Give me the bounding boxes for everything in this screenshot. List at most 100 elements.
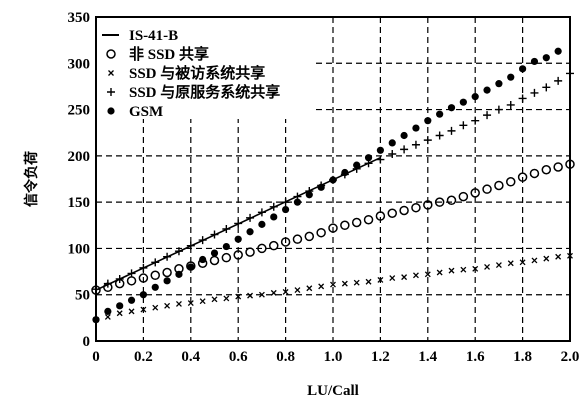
data-point	[175, 270, 183, 278]
x-tick-label: 0.6	[229, 349, 248, 365]
data-point	[412, 124, 420, 132]
data-point	[434, 197, 445, 207]
data-point	[388, 150, 397, 159]
data-point	[388, 139, 396, 147]
data-point	[341, 280, 348, 287]
legend-background	[97, 18, 313, 119]
y-tick-label: 350	[68, 10, 91, 26]
data-point	[246, 228, 254, 236]
data-point	[424, 271, 431, 278]
y-tick-label: 100	[68, 241, 91, 257]
data-point	[222, 242, 230, 251]
data-point	[127, 296, 136, 304]
data-point	[435, 131, 444, 140]
y-tick-label: 250	[68, 103, 91, 119]
data-point	[104, 313, 111, 320]
data-point	[446, 195, 457, 206]
data-point	[258, 291, 265, 298]
data-point	[541, 164, 552, 175]
data-point	[304, 231, 315, 242]
data-point	[470, 188, 480, 198]
data-point	[353, 161, 361, 169]
legend-item: SSD 与被访系统共享	[108, 64, 265, 82]
data-point	[531, 257, 538, 264]
data-point	[375, 211, 386, 221]
data-point	[257, 208, 266, 217]
x-tick-label: 1.6	[466, 349, 485, 365]
data-point	[341, 168, 349, 177]
legend-item: GSM	[107, 104, 163, 120]
data-point	[553, 162, 563, 172]
data-point	[494, 105, 503, 114]
data-point	[460, 266, 467, 273]
data-point	[211, 296, 218, 303]
data-point	[353, 279, 360, 286]
data-point	[199, 255, 207, 264]
data-point	[247, 292, 254, 299]
data-point	[495, 262, 502, 269]
data-point	[364, 154, 373, 162]
legend-label: IS-41-B	[129, 28, 178, 44]
data-point	[282, 288, 289, 295]
data-point	[506, 177, 516, 187]
data-point	[293, 198, 302, 206]
data-point	[223, 295, 230, 302]
data-point	[389, 275, 396, 282]
data-point	[423, 136, 432, 145]
data-point	[163, 277, 171, 285]
legend-swatch	[108, 70, 114, 76]
legend-swatch	[106, 49, 116, 59]
data-point	[150, 270, 160, 281]
data-point	[423, 200, 433, 210]
data-point	[116, 302, 124, 310]
data-point	[482, 184, 492, 194]
data-point	[210, 249, 219, 257]
data-point	[329, 176, 337, 184]
legend-label: 非 SSD 共享	[129, 45, 209, 63]
legend-label: GSM	[129, 104, 163, 120]
data-point	[507, 260, 514, 267]
legend-item: SSD 与原服务系统共享	[107, 83, 280, 101]
data-point	[495, 80, 503, 88]
data-point	[257, 243, 267, 254]
data-point	[152, 304, 159, 311]
legend-item: IS-41-B	[102, 28, 178, 44]
data-point	[198, 236, 207, 245]
data-point	[235, 293, 242, 300]
data-point	[115, 274, 124, 283]
data-point	[234, 219, 243, 228]
data-point	[282, 205, 290, 214]
data-point	[542, 83, 551, 92]
data-point	[126, 276, 137, 286]
x-tick-label: 0.4	[181, 349, 200, 365]
data-point	[221, 252, 232, 263]
data-point	[448, 267, 455, 274]
x-tick-label: 1.0	[324, 349, 343, 365]
data-point	[258, 220, 266, 228]
data-point	[186, 241, 195, 250]
data-point	[127, 269, 136, 278]
data-point	[376, 146, 384, 154]
data-point	[351, 217, 362, 228]
data-point	[555, 253, 562, 260]
data-point	[222, 224, 231, 233]
series-layer	[91, 47, 575, 324]
data-point	[424, 117, 432, 125]
y-tick-label: 0	[83, 334, 91, 350]
data-point	[138, 273, 149, 283]
data-point	[139, 291, 147, 299]
data-point	[377, 276, 384, 283]
series-4	[92, 47, 562, 324]
legend-swatch	[107, 88, 115, 96]
data-point	[187, 263, 195, 271]
data-point	[305, 191, 313, 199]
data-point	[459, 98, 467, 106]
data-point	[387, 208, 397, 219]
data-point	[187, 300, 194, 307]
data-point	[363, 214, 374, 225]
data-point	[517, 172, 528, 182]
data-point	[401, 274, 408, 281]
data-point	[328, 223, 338, 233]
data-point	[103, 279, 112, 288]
data-point	[543, 255, 550, 262]
